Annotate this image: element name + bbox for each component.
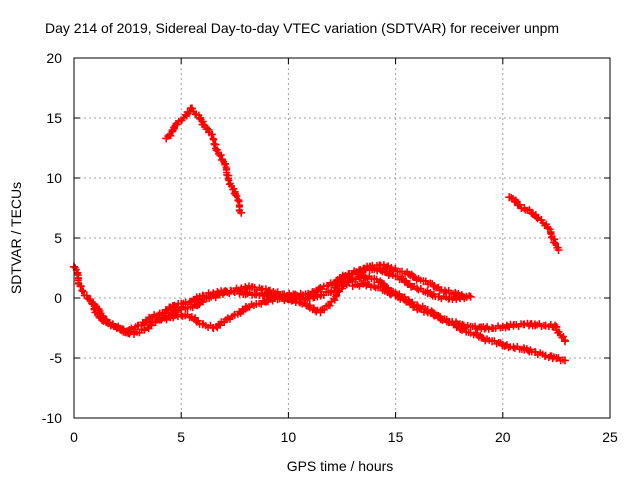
y-tick-label: -5 — [50, 350, 63, 366]
data-points — [70, 104, 569, 365]
y-tick-label: 5 — [54, 230, 62, 246]
data-point-fill — [552, 240, 560, 248]
data-point-fill — [340, 273, 348, 281]
data-point-fill — [199, 120, 207, 128]
data-point — [554, 246, 563, 254]
data-point-fill — [422, 307, 430, 315]
data-point-fill — [478, 333, 486, 341]
data-point-fill — [458, 320, 466, 328]
x-tick-label: 15 — [388, 429, 404, 445]
data-point-fill — [485, 325, 493, 333]
data-point-fill — [204, 125, 212, 133]
x-tick-label: 0 — [70, 429, 78, 445]
data-point-fill — [550, 238, 558, 246]
data-point-fill — [167, 132, 175, 140]
grid-lines — [74, 58, 610, 418]
data-point-fill — [233, 192, 241, 200]
y-tick-label: -10 — [42, 410, 62, 426]
data-point-fill — [195, 301, 203, 309]
data-point — [462, 292, 471, 301]
chart-title: Day 214 of 2019, Sidereal Day-to-day VTE… — [45, 20, 559, 36]
data-point-fill — [194, 317, 202, 325]
data-point-fill — [362, 265, 370, 273]
data-point-fill — [78, 286, 86, 294]
data-point-fill — [213, 146, 221, 154]
x-axis-label: GPS time / hours — [287, 458, 394, 474]
data-point-fill — [326, 302, 334, 310]
x-tick-label: 20 — [495, 429, 511, 445]
data-point-fill — [79, 287, 87, 295]
data-point-fill — [173, 121, 181, 129]
x-tick-label: 25 — [602, 429, 618, 445]
data-point-fill — [154, 311, 162, 319]
y-tick-label: 10 — [46, 170, 62, 186]
data-point-fill — [555, 328, 563, 336]
data-point-fill — [232, 191, 240, 199]
data-point — [560, 356, 569, 365]
y-tick-label: 0 — [54, 290, 62, 306]
data-point-fill — [516, 201, 524, 209]
data-point-fill — [525, 206, 533, 214]
x-tick-label: 10 — [281, 429, 297, 445]
x-tick-label: 5 — [177, 429, 185, 445]
y-axis-label: SDTVAR / TECUs — [8, 182, 24, 294]
data-point — [370, 282, 379, 290]
data-point-fill — [201, 121, 209, 129]
data-point-fill — [86, 295, 94, 303]
data-point-fill — [114, 322, 122, 330]
data-point-fill — [216, 321, 224, 329]
data-point — [560, 337, 569, 346]
axis-ticks: 0 5 10 15 20 25 -10 -5 0 5 10 15 20 — [42, 50, 618, 445]
data-point-fill — [533, 215, 541, 223]
data-point-fill — [438, 286, 446, 294]
y-tick-label: 20 — [46, 50, 62, 66]
y-tick-label: 15 — [46, 110, 62, 126]
data-point — [217, 156, 226, 164]
data-point-fill — [559, 333, 567, 341]
data-point — [237, 208, 246, 217]
data-point-fill — [320, 306, 328, 314]
data-point-fill — [410, 272, 418, 280]
data-point-fill — [148, 322, 156, 330]
data-point — [177, 310, 186, 319]
